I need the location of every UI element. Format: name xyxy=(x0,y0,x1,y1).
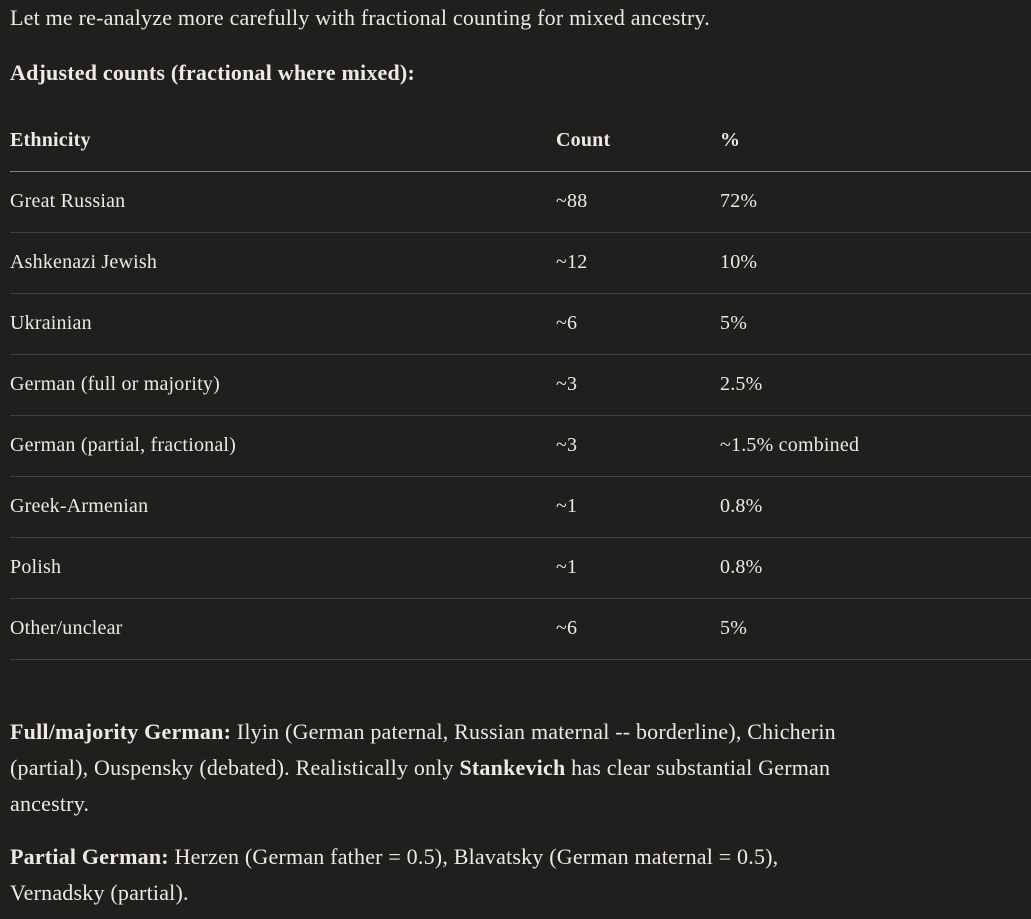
ethnicity-cell: German (full or majority) xyxy=(10,354,556,416)
column-header-ethnicity: Ethnicity xyxy=(10,122,556,172)
full-majority-german-text: (partial), Ouspensky (debated). Realisti… xyxy=(10,755,460,780)
percent-cell: 0.8% xyxy=(720,476,1031,538)
table-row: German (partial, fractional) ~3 ~1.5% co… xyxy=(10,415,1031,477)
percent-cell: ~1.5% combined xyxy=(720,415,1031,477)
intro-paragraph: Let me re-analyze more carefully with fr… xyxy=(10,5,710,30)
table-header-row: Ethnicity Count % xyxy=(10,122,1031,172)
table-row: Great Russian ~88 72% xyxy=(10,171,1031,233)
column-header-percent: % xyxy=(720,122,1031,172)
count-cell: ~88 xyxy=(556,171,720,233)
table-row: Other/unclear ~6 5% xyxy=(10,598,1031,660)
percent-cell: 2.5% xyxy=(720,354,1031,416)
column-header-count: Count xyxy=(556,122,720,172)
table-row: Greek-Armenian ~1 0.8% xyxy=(10,476,1031,538)
partial-german-text: Vernadsky (partial). xyxy=(10,880,189,905)
count-cell: ~6 xyxy=(556,293,720,355)
table-row: Ukrainian ~6 5% xyxy=(10,293,1031,355)
stankevich-bold-text: Stankevich xyxy=(459,755,566,780)
paragraph-line: ancestry. xyxy=(10,786,1031,822)
ethnicity-cell: German (partial, fractional) xyxy=(10,415,556,477)
table-row: Ashkenazi Jewish ~12 10% xyxy=(10,232,1031,294)
count-cell: ~3 xyxy=(556,415,720,477)
count-cell: ~12 xyxy=(556,232,720,294)
ethnicity-cell: Polish xyxy=(10,537,556,599)
ethnicity-cell: Ukrainian xyxy=(10,293,556,355)
ethnicity-cell: Ashkenazi Jewish xyxy=(10,232,556,294)
paragraph-line: Partial German: Herzen (German father = … xyxy=(10,839,1031,875)
percent-cell: 5% xyxy=(720,598,1031,660)
ethnicity-cell: Other/unclear xyxy=(10,598,556,660)
full-majority-german-text: has clear substantial German xyxy=(565,755,831,780)
partial-german-label: Partial German: xyxy=(10,844,169,869)
count-cell: ~6 xyxy=(556,598,720,660)
percent-cell: 72% xyxy=(720,171,1031,233)
partial-german-paragraph: Partial German: Herzen (German father = … xyxy=(10,839,1031,911)
paragraph-line: Vernadsky (partial). xyxy=(10,875,1031,911)
ethnicity-table: Ethnicity Count % Great Russian ~88 72% … xyxy=(10,122,1031,660)
table-row: German (full or majority) ~3 2.5% xyxy=(10,354,1031,416)
count-cell: ~1 xyxy=(556,476,720,538)
ethnicity-cell: Great Russian xyxy=(10,171,556,233)
ethnicity-cell: Greek-Armenian xyxy=(10,476,556,538)
full-majority-german-text: Ilyin (German paternal, Russian maternal… xyxy=(231,719,836,744)
paragraph-line: Full/majority German: Ilyin (German pate… xyxy=(10,714,1031,750)
full-majority-german-paragraph: Full/majority German: Ilyin (German pate… xyxy=(10,714,1031,822)
count-cell: ~1 xyxy=(556,537,720,599)
percent-cell: 10% xyxy=(720,232,1031,294)
full-majority-german-label: Full/majority German: xyxy=(10,719,232,744)
section-heading: Adjusted counts (fractional where mixed)… xyxy=(10,55,1031,91)
percent-cell: 5% xyxy=(720,293,1031,355)
percent-cell: 0.8% xyxy=(720,537,1031,599)
count-cell: ~3 xyxy=(556,354,720,416)
table-row: Polish ~1 0.8% xyxy=(10,537,1031,599)
section-heading-text: Adjusted counts (fractional where mixed)… xyxy=(10,60,415,85)
paragraph-line: (partial), Ouspensky (debated). Realisti… xyxy=(10,750,1031,786)
full-majority-german-text: ancestry. xyxy=(10,791,90,816)
partial-german-text: Herzen (German father = 0.5), Blavatsky … xyxy=(168,844,779,869)
